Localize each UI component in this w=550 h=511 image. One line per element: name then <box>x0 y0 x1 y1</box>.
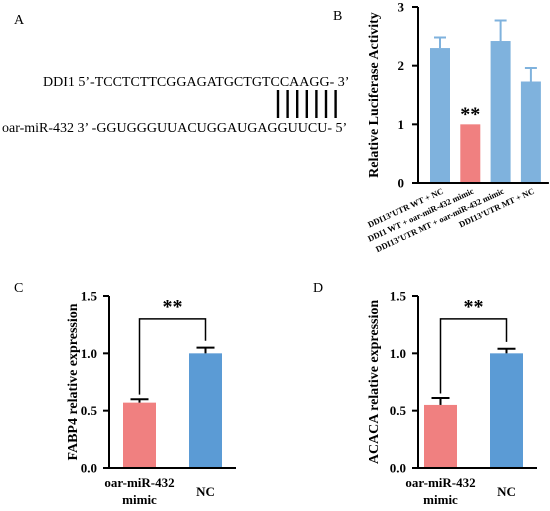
significance-bracket <box>138 318 207 395</box>
mirna-sequence: oar-miR-432 3’ -GGUGGGUUACUGGAUGAGGUUCU-… <box>2 121 347 136</box>
y-tick-label: 2 <box>398 58 405 73</box>
panel-d-label: D <box>313 281 323 296</box>
bar <box>520 81 541 183</box>
chart-d-acaca: oar-miR-432 mimic NC ** 0.0 0.5 1.0 1.5 ACACA re… <box>367 289 537 507</box>
significance-bracket <box>439 318 508 394</box>
category-label: mimic <box>122 492 157 507</box>
bar <box>490 353 523 468</box>
category-label: mimic <box>423 492 458 507</box>
category-label: oar-miR-432 <box>405 475 475 490</box>
panel-b-label: B <box>333 9 342 24</box>
y-tick-label: 0.5 <box>81 403 98 418</box>
y-tick-label: 1.5 <box>81 289 98 304</box>
bar <box>123 402 156 468</box>
y-tick-label: 3 <box>398 0 405 15</box>
category-label: oar-miR-432 <box>104 475 174 490</box>
bar <box>490 41 511 183</box>
bar <box>430 48 450 183</box>
y-tick-label: 1.0 <box>81 346 97 361</box>
y-tick-label: 0.0 <box>390 461 406 476</box>
bar <box>460 124 481 183</box>
category-label: NC <box>196 484 215 499</box>
category-label: NC <box>497 484 516 499</box>
bar <box>189 353 222 468</box>
y-axis-title: FABP4 relative expression <box>66 303 81 460</box>
y-tick-label: 0.0 <box>81 461 97 476</box>
significance-label: ** <box>464 296 484 318</box>
y-axis-title: Relative Luciferase Activity <box>367 12 382 178</box>
y-tick-label: 1.5 <box>390 289 407 304</box>
binding-site-lines <box>276 90 337 118</box>
ddi1-sequence: DDI1 5’-TCCTCTTCGGAGATGCTGTCCAAGG- 3’ <box>43 75 349 90</box>
panel-a-label: A <box>14 13 25 28</box>
y-axis-title: ACACA relative expression <box>367 300 382 465</box>
y-tick-label: 0.5 <box>390 403 407 418</box>
panel-c-label: C <box>14 281 23 296</box>
y-tick-label: 1 <box>398 117 405 132</box>
y-tick-label: 1.0 <box>390 346 406 361</box>
significance-label: ** <box>460 103 480 125</box>
y-tick-label: 0 <box>398 176 405 191</box>
significance-label: ** <box>163 296 183 318</box>
bar <box>424 404 457 468</box>
